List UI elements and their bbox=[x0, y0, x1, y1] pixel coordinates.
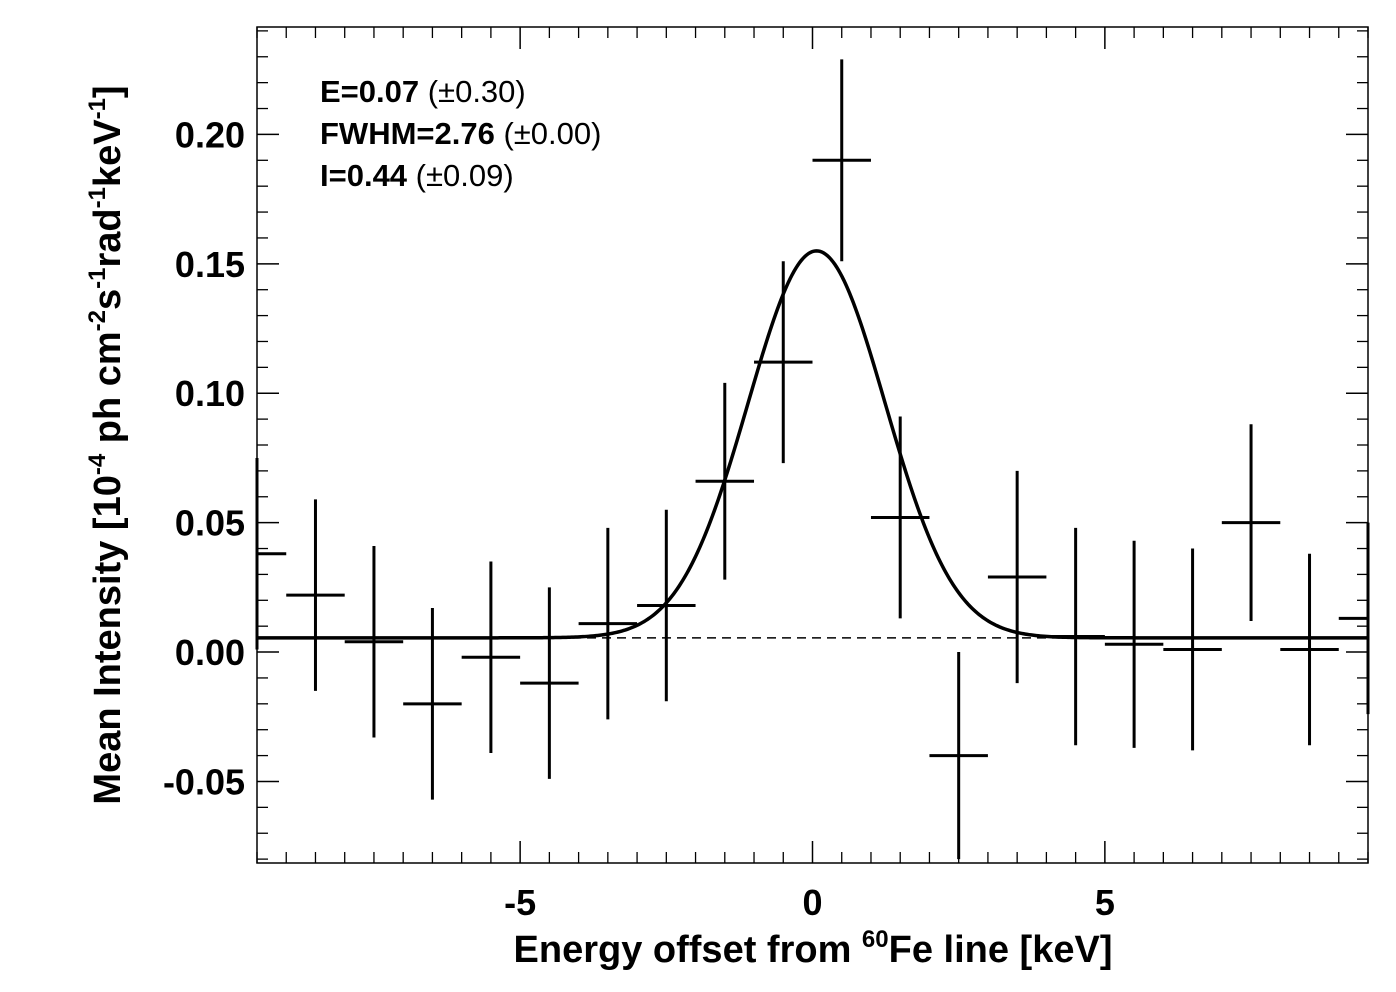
fit-annotation: FWHM=2.76 (±0.00) bbox=[320, 116, 601, 151]
annotation-label: I=0.44 bbox=[320, 158, 408, 193]
y-axis-title-text: ] bbox=[87, 85, 129, 98]
plot-frame bbox=[256, 26, 1369, 864]
data-point bbox=[520, 587, 579, 779]
data-points bbox=[255, 59, 1370, 860]
y-axis-title-sup: -1 bbox=[84, 98, 111, 119]
data-point bbox=[929, 652, 988, 860]
y-tick-labels: -0.05 0.00 0.05 0.10 0.15 0.20 bbox=[163, 114, 245, 802]
data-point bbox=[1046, 527, 1105, 746]
y-axis-title-sup: -4 bbox=[84, 453, 111, 475]
data-point bbox=[403, 608, 462, 800]
y-tick-label: 0.00 bbox=[175, 632, 245, 673]
data-point bbox=[695, 382, 755, 580]
annotation-label: E=0.07 bbox=[320, 74, 419, 109]
data-point bbox=[1104, 540, 1164, 748]
y-axis-title-text: ph cm bbox=[87, 331, 129, 453]
y-axis-title-text: rad bbox=[87, 208, 129, 267]
y-tick-label: 0.05 bbox=[175, 503, 245, 544]
minor-ticks bbox=[256, 27, 1369, 863]
data-point bbox=[637, 509, 696, 702]
x-axis-title: Energy offset from 60Fe line [keV] bbox=[514, 926, 1113, 971]
data-point bbox=[870, 416, 930, 619]
fit-annotation: I=0.44 (±0.09) bbox=[320, 158, 514, 193]
y-tick-label: 0.20 bbox=[175, 114, 245, 155]
annotation-label: FWHM=2.76 bbox=[320, 116, 495, 151]
annotation-uncertainty: (±0.00) bbox=[495, 116, 602, 151]
data-point bbox=[1163, 548, 1222, 751]
x-axis-title-sup: 60 bbox=[862, 926, 889, 953]
fit-annotations: E=0.07 (±0.30) FWHM=2.76 (±0.00) I=0.44 (±… bbox=[320, 74, 601, 193]
y-axis-title-text: Mean Intensity [10 bbox=[87, 475, 129, 804]
data-point bbox=[754, 261, 813, 464]
data-point bbox=[344, 545, 404, 738]
y-tick-label: -0.05 bbox=[163, 761, 245, 802]
data-point bbox=[1338, 522, 1370, 715]
y-axis-title-sup: -1 bbox=[84, 268, 111, 289]
x-tick-labels: -5 0 5 bbox=[504, 882, 1115, 923]
x-axis-title-text: Fe line [keV] bbox=[889, 929, 1113, 971]
y-tick-label: 0.15 bbox=[175, 244, 245, 285]
x-tick-label: 5 bbox=[1095, 882, 1115, 923]
data-point bbox=[461, 561, 521, 753]
y-axis-title-sup: -1 bbox=[84, 187, 111, 208]
x-tick-label: -5 bbox=[504, 882, 536, 923]
data-point bbox=[255, 457, 287, 650]
annotation-uncertainty: (±0.30) bbox=[419, 74, 526, 109]
data-point bbox=[578, 527, 638, 720]
y-axis-title: Mean Intensity [10-4 ph cm-2s-1rad-1keV-… bbox=[84, 85, 129, 804]
y-tick-label: 0.10 bbox=[175, 373, 245, 414]
major-ticks bbox=[257, 27, 1368, 863]
y-axis-title-text: s bbox=[87, 289, 129, 310]
data-point bbox=[987, 470, 1047, 684]
y-axis-title-text: keV bbox=[87, 119, 129, 187]
data-point bbox=[812, 59, 871, 262]
fit-annotation: E=0.07 (±0.30) bbox=[320, 74, 526, 109]
fit-curve bbox=[257, 249, 1368, 640]
data-point bbox=[1280, 553, 1339, 746]
y-axis-title-sup: -2 bbox=[84, 310, 111, 331]
x-tick-label: 0 bbox=[802, 882, 822, 923]
data-point bbox=[286, 499, 345, 691]
data-point bbox=[1221, 424, 1281, 621]
x-axis-title-text: Energy offset from bbox=[514, 929, 862, 971]
annotation-uncertainty: (±0.09) bbox=[407, 158, 514, 193]
